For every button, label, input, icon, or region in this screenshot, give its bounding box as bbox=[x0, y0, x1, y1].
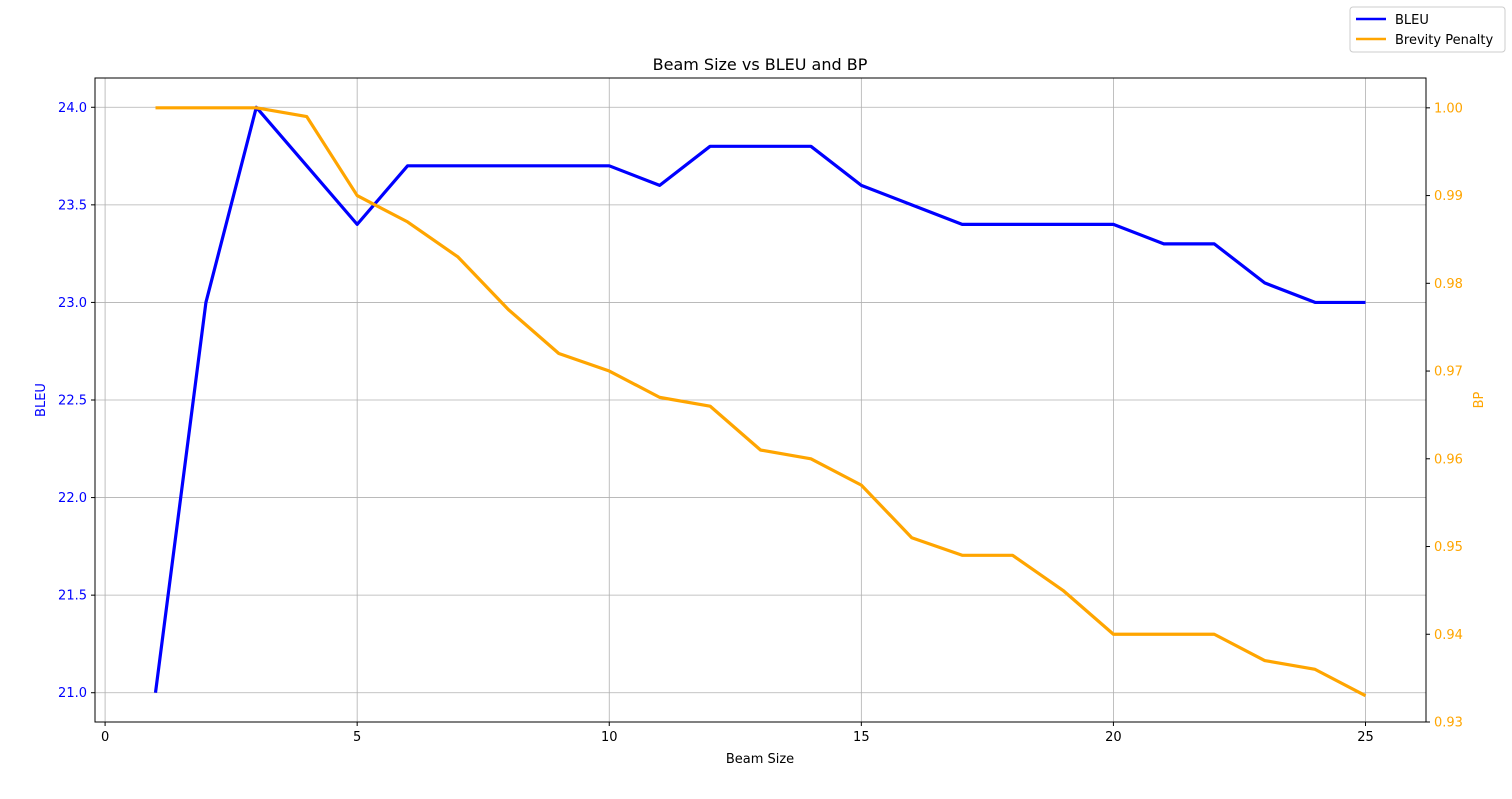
left-y-tick-label: 24.0 bbox=[58, 101, 87, 116]
x-tick-label: 5 bbox=[353, 730, 361, 745]
series-line-brevity-penalty bbox=[155, 106, 1367, 698]
right-y-axis: 0.93 0.94 0.95 0.96 0.97 0.98 0.99 1.00 bbox=[1426, 101, 1463, 731]
right-y-tick-label: 1.00 bbox=[1434, 101, 1463, 116]
left-y-tick-label: 22.0 bbox=[58, 491, 87, 506]
x-tick-label: 0 bbox=[101, 730, 109, 745]
legend-label-bleu: BLEU bbox=[1395, 13, 1429, 28]
legend-label-brevity-penalty: Brevity Penalty bbox=[1395, 33, 1493, 48]
right-y-tick-label: 0.99 bbox=[1434, 189, 1463, 204]
chart-title: Beam Size vs BLEU and BP bbox=[653, 55, 868, 74]
right-y-axis-title: BP bbox=[1472, 391, 1487, 408]
right-y-tick-label: 0.97 bbox=[1434, 365, 1463, 380]
gridlines bbox=[95, 78, 1426, 722]
left-y-tick-label: 21.0 bbox=[58, 686, 87, 701]
series-layer bbox=[153, 105, 1367, 698]
left-y-axis: 21.0 21.5 22.0 22.5 23.0 23.5 24.0 bbox=[58, 101, 95, 701]
x-tick-label: 20 bbox=[1105, 730, 1122, 745]
right-y-tick-label: 0.98 bbox=[1434, 277, 1463, 292]
x-tick-label: 15 bbox=[853, 730, 870, 745]
left-y-tick-label: 23.5 bbox=[58, 198, 87, 213]
left-y-tick-label: 23.0 bbox=[58, 296, 87, 311]
left-y-tick-label: 21.5 bbox=[58, 589, 87, 604]
x-tick-label: 25 bbox=[1357, 730, 1374, 745]
x-tick-label: 10 bbox=[601, 730, 618, 745]
left-y-axis-title: BLEU bbox=[34, 383, 49, 417]
left-y-tick-label: 22.5 bbox=[58, 394, 87, 409]
x-axis-title: Beam Size bbox=[726, 752, 794, 767]
x-axis: 0 5 10 15 20 25 bbox=[101, 722, 1374, 745]
series-line-bleu bbox=[153, 105, 1366, 693]
legend-box bbox=[1349, 6, 1506, 53]
right-y-tick-label: 0.95 bbox=[1434, 540, 1463, 555]
right-y-tick-label: 0.96 bbox=[1434, 452, 1463, 467]
legend: BLEU Brevity Penalty bbox=[1349, 6, 1506, 53]
right-y-tick-label: 0.94 bbox=[1434, 628, 1463, 643]
right-y-tick-label: 0.93 bbox=[1434, 716, 1463, 731]
